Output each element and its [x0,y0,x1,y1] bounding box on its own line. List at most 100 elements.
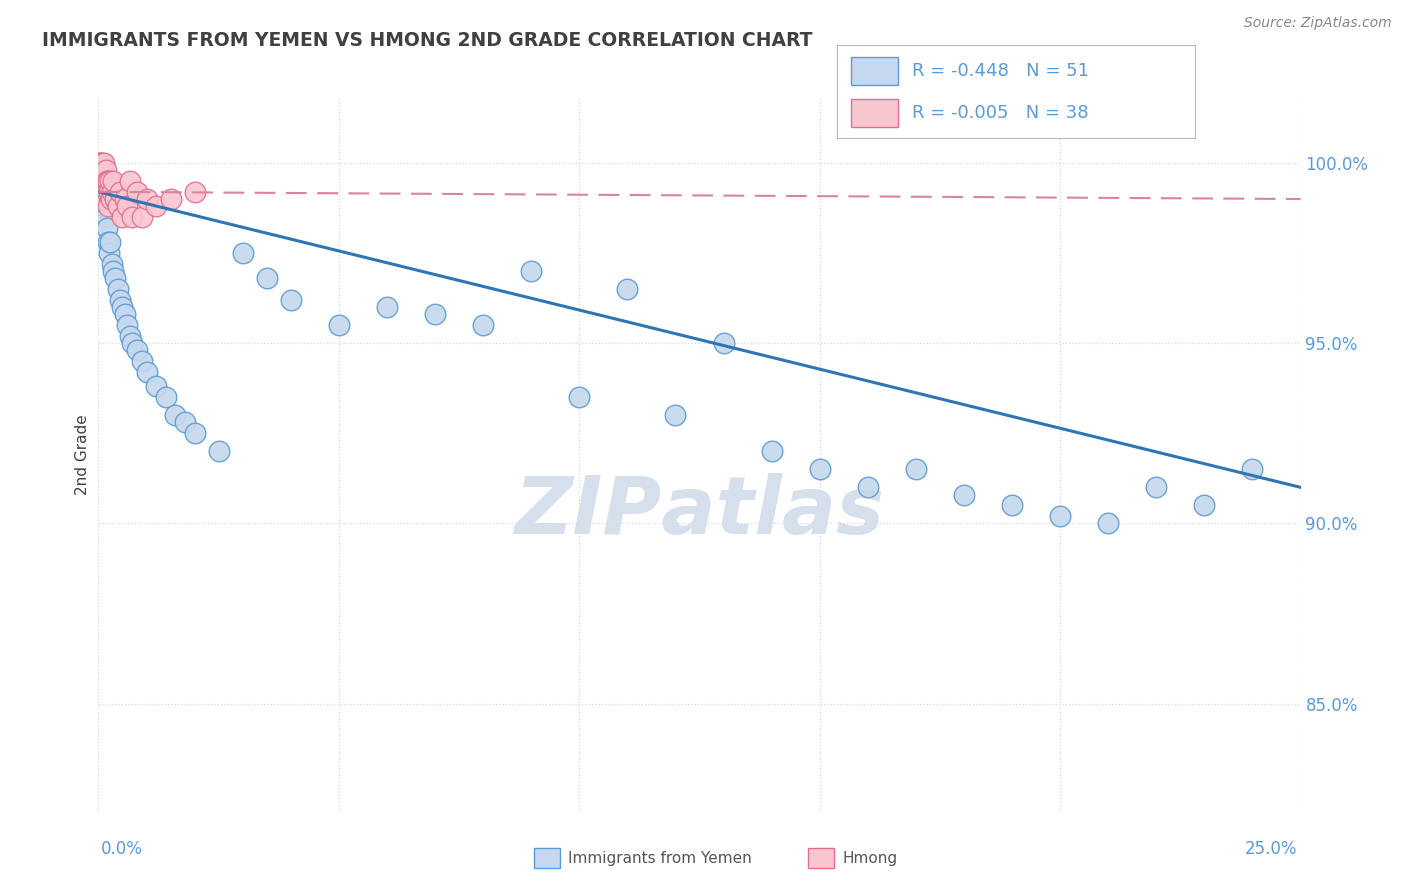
Point [101,264,124,278]
Point [423,307,446,321]
Bar [851,99,897,127]
Point [97,174,120,188]
Point [96,220,118,235]
Bar [851,57,897,85]
Point [93,185,115,199]
Y-axis label: 2nd Grade: 2nd Grade [75,415,90,495]
Point [117,318,139,333]
Point [91,163,114,178]
Point [114,192,136,206]
Point [145,199,167,213]
Point [93,174,115,188]
Point [104,271,127,285]
Point [118,329,141,343]
Point [90,174,112,188]
Point [232,246,254,260]
Point [91,156,114,170]
Point [904,462,927,476]
Point [91,199,114,213]
Point [94,163,117,178]
Point [159,192,181,206]
Point [96,174,118,188]
Point [375,300,398,314]
Point [93,156,115,170]
Point [121,336,143,351]
Point [89,156,111,170]
Point [155,390,177,404]
Point [107,199,129,213]
Point [174,416,197,430]
Point [108,293,131,307]
Point [118,174,141,188]
Point [94,210,117,224]
Point [208,444,231,458]
Point [114,307,136,321]
Point [101,174,124,188]
Text: R = -0.005   N = 38: R = -0.005 N = 38 [912,104,1088,122]
Point [856,480,879,494]
Point [135,192,157,206]
Point [93,192,115,206]
Point [91,185,114,199]
Point [165,409,187,423]
Point [1097,516,1119,531]
Point [101,257,124,271]
Text: Hmong: Hmong [842,851,897,865]
Point [89,163,111,178]
Text: Source: ZipAtlas.com: Source: ZipAtlas.com [1244,16,1392,30]
Point [328,318,350,333]
Point [90,174,112,188]
Point [183,185,205,199]
Point [101,185,124,199]
Text: IMMIGRANTS FROM YEMEN VS HMONG 2ND GRADE CORRELATION CHART: IMMIGRANTS FROM YEMEN VS HMONG 2ND GRADE… [42,31,813,50]
Point [472,318,495,333]
Point [98,185,121,199]
Point [953,487,976,501]
Point [94,174,117,188]
Point [90,163,112,178]
Text: ZIP​atlas: ZIP​atlas [515,473,884,551]
Point [808,462,831,476]
Point [107,282,129,296]
Point [520,264,543,278]
Point [1194,499,1216,513]
Point [145,379,167,393]
Point [1144,480,1167,494]
Point [125,185,148,199]
Point [131,354,153,368]
Point [135,365,157,379]
Point [121,210,143,224]
Point [761,444,783,458]
Point [97,235,120,250]
Point [125,343,148,358]
Point [100,235,122,250]
Text: R = -0.448   N = 51: R = -0.448 N = 51 [912,62,1088,79]
Point [1049,509,1071,524]
Point [108,185,131,199]
Point [568,390,591,404]
Point [713,336,735,351]
Point [256,271,278,285]
Point [89,156,111,170]
Point [111,300,134,314]
Point [280,293,302,307]
Text: 25.0%: 25.0% [1246,840,1298,858]
Point [183,426,205,441]
Point [111,210,134,224]
Point [96,199,118,213]
Point [96,185,118,199]
Point [616,282,638,296]
Point [94,192,117,206]
Point [131,210,153,224]
Point [98,174,121,188]
Point [104,192,127,206]
Point [1001,499,1024,513]
Point [117,199,139,213]
Point [664,409,686,423]
Text: Immigrants from Yemen: Immigrants from Yemen [568,851,752,865]
Point [98,246,121,260]
Text: 0.0%: 0.0% [101,840,143,858]
Point [91,174,114,188]
Point [100,192,122,206]
Point [90,156,112,170]
